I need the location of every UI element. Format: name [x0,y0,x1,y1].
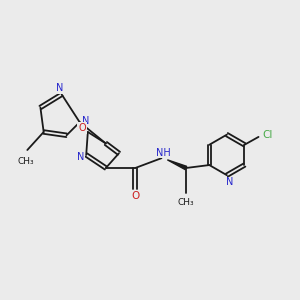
Text: O: O [78,123,86,133]
Text: N: N [82,116,89,126]
Text: N: N [76,152,84,161]
Polygon shape [167,160,187,169]
Text: NH: NH [156,148,170,158]
Text: N: N [226,177,234,188]
Text: N: N [56,83,64,94]
Text: CH₃: CH₃ [178,198,194,207]
Text: Cl: Cl [262,130,273,140]
Text: O: O [131,191,140,202]
Text: CH₃: CH₃ [17,157,34,166]
